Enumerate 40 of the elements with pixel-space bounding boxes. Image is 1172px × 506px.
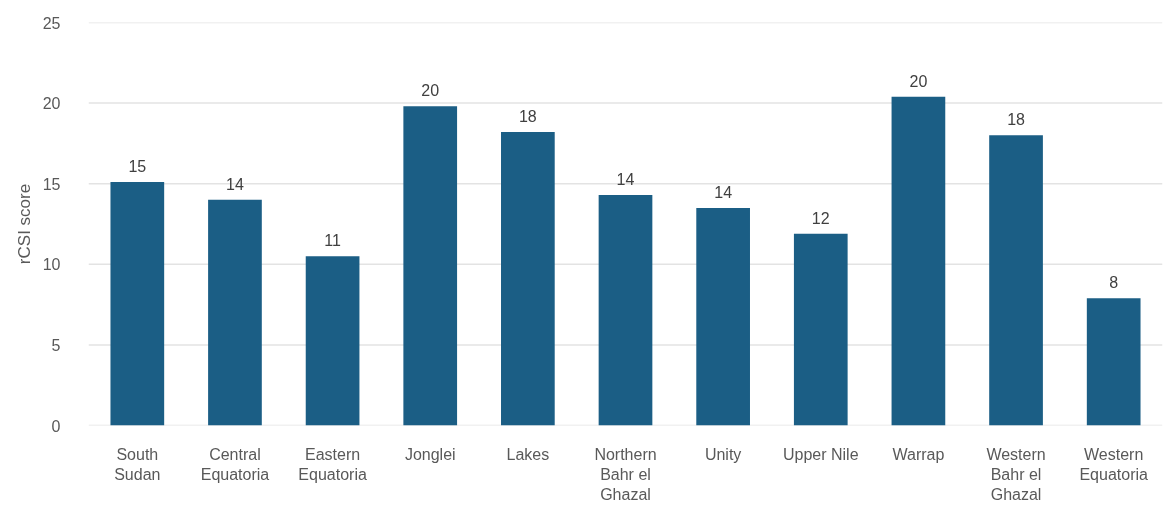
y-tick-label: 10 xyxy=(42,256,61,274)
data-label: 20 xyxy=(909,72,928,90)
x-tick-label: Western Equatoria xyxy=(1079,445,1149,483)
x-tick-label: Eastern Equatoria xyxy=(298,445,367,483)
x-tick-label: Jonglei xyxy=(404,445,456,463)
bar xyxy=(989,135,1043,426)
data-label: 14 xyxy=(616,170,635,188)
data-label: 15 xyxy=(128,158,147,176)
y-tick-label: 5 xyxy=(51,336,61,354)
bar xyxy=(598,194,653,426)
data-label: 11 xyxy=(324,232,341,250)
data-label: 14 xyxy=(226,175,244,193)
data-label: 20 xyxy=(421,82,440,100)
bar xyxy=(793,233,848,426)
data-label: 12 xyxy=(811,209,830,227)
x-tick-label: South Sudan xyxy=(114,445,161,483)
x-tick-label: Upper Nile xyxy=(782,445,859,463)
x-tick-label: Northern Bahr el Ghazal xyxy=(594,445,657,504)
bar xyxy=(891,96,946,426)
bar xyxy=(696,207,750,426)
data-label: 18 xyxy=(518,108,537,126)
x-tick-label: Lakes xyxy=(506,445,550,463)
x-tick-label: Unity xyxy=(704,445,742,463)
y-tick-label: 25 xyxy=(42,14,61,32)
data-label: 18 xyxy=(1007,111,1026,129)
y-tick-label: 20 xyxy=(42,95,61,113)
bar xyxy=(501,132,555,426)
bar xyxy=(208,199,262,426)
y-tick-label: 0 xyxy=(51,417,61,435)
x-tick-label: Western Bahr el Ghazal xyxy=(986,445,1046,504)
x-tick-label: Warrap xyxy=(892,445,945,463)
bar xyxy=(1086,298,1141,426)
y-tick-label: 15 xyxy=(42,175,61,193)
bar xyxy=(403,106,458,426)
y-axis-title: rCSI score xyxy=(14,183,34,265)
data-label: 14 xyxy=(714,183,733,201)
data-label: 8 xyxy=(1109,274,1119,292)
bar xyxy=(110,182,165,426)
x-tick-label: Central Equatoria xyxy=(200,445,270,483)
bar xyxy=(305,256,360,426)
